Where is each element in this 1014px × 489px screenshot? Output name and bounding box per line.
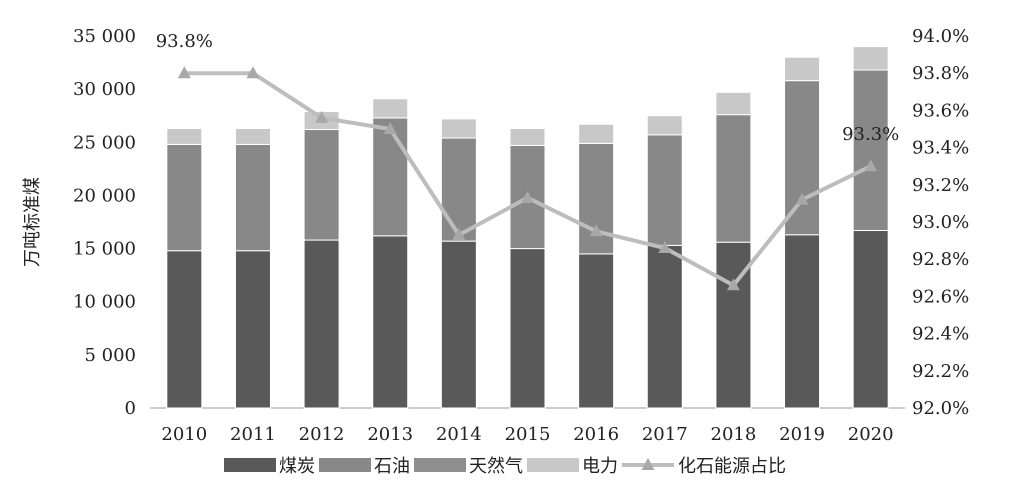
right-tick-label: 93.4% [912, 138, 969, 159]
bar-segment [784, 234, 821, 409]
y-axis-title: 万吨标准煤 [22, 177, 43, 267]
bar-segment [646, 115, 683, 136]
x-tick-label: 2019 [779, 424, 825, 445]
right-tick-label: 93.0% [912, 212, 969, 233]
right-tick-label: 94.0% [912, 26, 969, 47]
share-point [177, 66, 191, 79]
legend-label: 电力 [582, 456, 618, 477]
bar-segment [784, 56, 821, 82]
bar-segment [715, 114, 752, 243]
bar-segment [372, 98, 409, 119]
left-tick-label: 35 000 [73, 26, 136, 47]
right-tick-label: 92.0% [912, 398, 969, 419]
y-axis-title-text: 万吨标准煤 [22, 177, 43, 267]
right-tick-label: 92.2% [912, 361, 969, 382]
bar-segment [715, 91, 752, 116]
line-layer [177, 66, 878, 291]
legend: 煤炭 石油 天然气 电力 化石能源占比 [224, 456, 786, 477]
share-point [246, 66, 260, 79]
x-tick-label: 2018 [711, 424, 757, 445]
x-tick-label: 2012 [299, 424, 345, 445]
bar-segment [578, 142, 615, 255]
left-tick-label: 10 000 [73, 292, 136, 313]
legend-swatch [319, 458, 371, 472]
bar-segment [852, 230, 889, 409]
left-tick-label: 0 [125, 398, 136, 419]
bar-segment [234, 250, 271, 409]
data-label: 93.8% [156, 31, 213, 52]
x-axis: 2010 2011 2012 2013 2014 2015 2016 2017 2018 2019… [161, 424, 893, 445]
bar-segment [509, 127, 546, 146]
bar-segment [646, 134, 683, 246]
bar-segment [372, 117, 409, 237]
x-tick-label: 2020 [848, 424, 894, 445]
bar-segment [166, 250, 203, 409]
left-tick-label: 20 000 [73, 185, 136, 206]
bar-segment [440, 240, 477, 409]
x-tick-label: 2016 [573, 424, 619, 445]
bar-segment [646, 244, 683, 409]
bar-segment [303, 129, 340, 241]
right-tick-label: 92.4% [912, 324, 969, 345]
bar-segment [234, 127, 271, 145]
share-point [452, 228, 466, 241]
bar-segment [509, 248, 546, 409]
x-tick-label: 2011 [230, 424, 276, 445]
left-axis: 0 5 000 10 000 15 000 20 000 25 000 30 000 35 0… [73, 26, 136, 419]
bar-segment [166, 127, 203, 145]
right-tick-label: 93.8% [912, 63, 969, 84]
bar-segment [784, 80, 821, 236]
bar-segment [234, 143, 271, 252]
left-tick-label: 25 000 [73, 132, 136, 153]
right-tick-label: 92.6% [912, 286, 969, 307]
bar-segment [166, 143, 203, 252]
share-point [864, 159, 878, 172]
legend-swatch [224, 458, 276, 472]
legend-marker [641, 458, 655, 470]
legend-swatch [527, 458, 579, 472]
legend-label: 天然气 [469, 456, 523, 477]
x-tick-label: 2010 [161, 424, 207, 445]
bar-segment [440, 137, 477, 242]
legend-label: 煤炭 [279, 456, 315, 477]
bar-segment [303, 239, 340, 409]
x-tick-label: 2014 [436, 424, 482, 445]
x-tick-label: 2013 [367, 424, 413, 445]
share-point [726, 278, 740, 291]
left-tick-label: 30 000 [73, 79, 136, 100]
legend-label: 化石能源占比 [678, 456, 786, 477]
bar-segment [440, 118, 477, 139]
share-point [383, 122, 397, 134]
left-tick-label: 15 000 [73, 239, 136, 260]
bar-segment [852, 69, 889, 232]
data-labels: 93.8% 93.3% [156, 31, 900, 145]
bars [166, 46, 889, 409]
right-tick-label: 93.2% [912, 175, 969, 196]
data-label: 93.3% [842, 124, 899, 145]
left-tick-label: 5 000 [84, 345, 136, 366]
right-axis: 92.0% 92.2% 92.4% 92.6% 92.8% 93.0% 93.2% 93.4%… [912, 26, 969, 419]
legend-label: 石油 [374, 456, 410, 477]
right-tick-label: 92.8% [912, 249, 969, 270]
bar-segment [578, 253, 615, 409]
bar-segment [852, 46, 889, 71]
legend-swatch [414, 458, 466, 472]
x-tick-label: 2015 [505, 424, 551, 445]
share-point [658, 241, 672, 254]
bar-segment [372, 235, 409, 409]
right-tick-label: 93.6% [912, 100, 969, 121]
share-point [589, 224, 603, 237]
share-point [315, 110, 329, 123]
share-point [521, 190, 534, 203]
x-tick-label: 2017 [642, 424, 688, 445]
bar-segment [578, 123, 615, 144]
share-point [795, 192, 809, 205]
